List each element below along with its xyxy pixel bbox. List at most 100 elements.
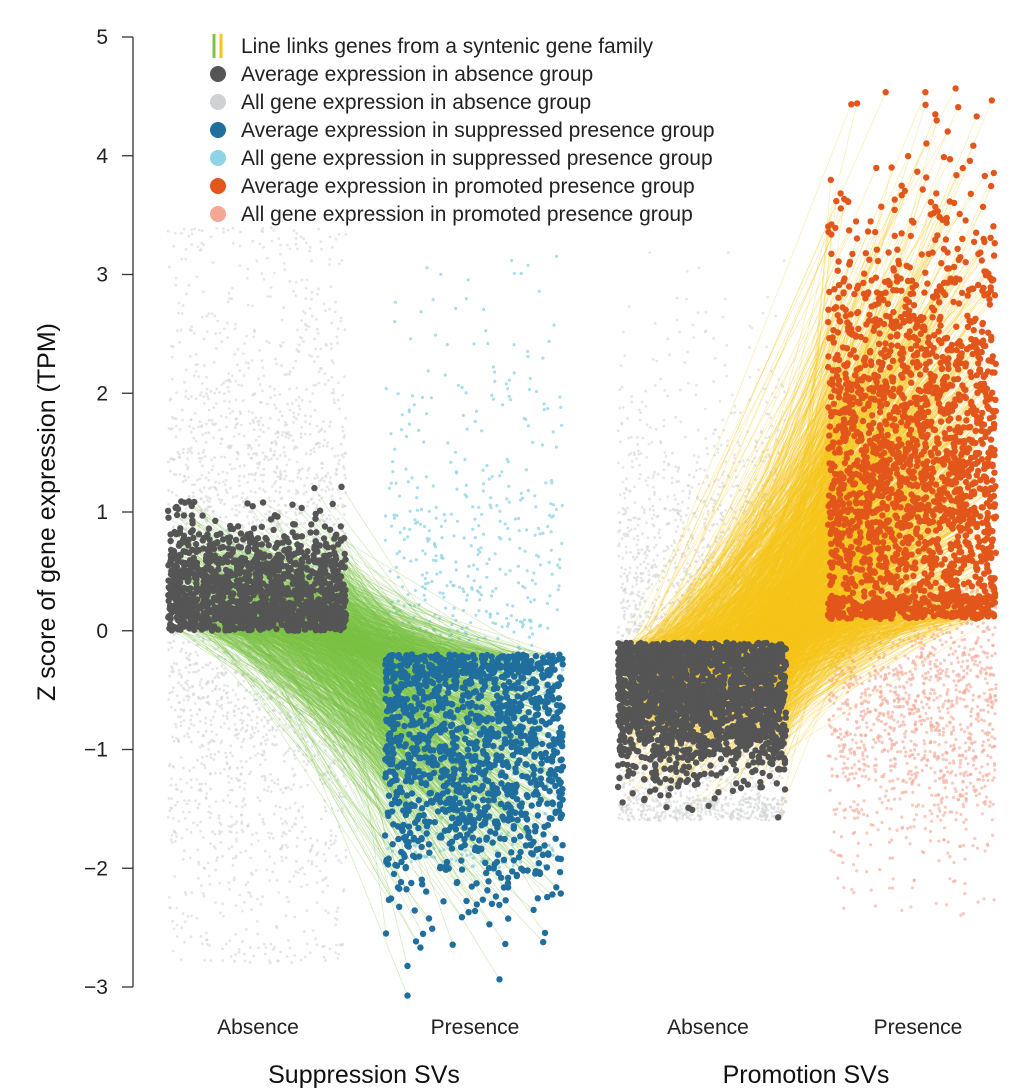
all-expression-point	[697, 555, 701, 558]
all-expression-point	[744, 797, 748, 801]
all-expression-point	[766, 295, 770, 299]
all-expression-point	[187, 727, 191, 730]
all-expression-point	[617, 511, 621, 514]
all-expression-point	[272, 229, 276, 232]
all-expression-point	[337, 232, 341, 236]
all-expression-point	[264, 758, 267, 761]
all-expression-point	[750, 326, 754, 330]
all-expression-point	[234, 693, 238, 697]
all-expression-point	[413, 588, 418, 593]
all-expression-point	[313, 450, 316, 454]
all-expression-point	[234, 504, 238, 507]
all-expression-point	[235, 513, 239, 517]
all-expression-point	[222, 230, 226, 234]
all-expression-point	[310, 497, 314, 501]
all-expression-point	[219, 771, 222, 775]
all-expression-point	[322, 420, 325, 423]
all-expression-point	[472, 579, 476, 583]
all-expression-point	[195, 713, 199, 716]
all-expression-point	[216, 319, 220, 323]
all-expression-point	[556, 588, 560, 592]
all-expression-point	[171, 667, 175, 670]
all-expression-point	[644, 566, 648, 570]
all-expression-point	[185, 292, 189, 296]
all-expression-point	[521, 496, 525, 500]
all-expression-point	[678, 816, 681, 820]
all-expression-point	[402, 556, 406, 560]
all-expression-point	[190, 914, 194, 918]
all-expression-point	[226, 717, 229, 721]
all-expression-point	[218, 331, 222, 335]
all-expression-point	[218, 687, 221, 691]
all-expression-point	[640, 786, 644, 789]
all-expression-point	[252, 954, 256, 958]
all-expression-point	[560, 423, 564, 427]
all-expression-point	[337, 398, 340, 402]
all-expression-point	[300, 425, 304, 429]
all-expression-point	[241, 740, 245, 743]
all-expression-point	[295, 860, 298, 863]
all-expression-point	[215, 702, 219, 706]
all-expression-point	[765, 345, 768, 349]
all-expression-point	[197, 452, 201, 455]
all-expression-point	[309, 452, 312, 456]
all-expression-point	[241, 631, 245, 635]
all-expression-point	[171, 764, 175, 768]
all-expression-point	[183, 475, 187, 479]
all-expression-point	[488, 503, 492, 507]
all-expression-point	[203, 455, 207, 458]
all-expression-point	[431, 297, 435, 302]
all-expression-point	[201, 892, 205, 895]
all-expression-point	[439, 524, 443, 529]
all-expression-point	[679, 793, 683, 796]
all-expression-point	[648, 251, 651, 255]
all-expression-point	[242, 464, 246, 468]
all-expression-point	[193, 227, 197, 231]
all-expression-point	[268, 416, 272, 420]
all-expression-point	[247, 472, 251, 476]
all-expression-point	[314, 383, 318, 387]
all-expression-point	[237, 383, 241, 387]
all-expression-point	[266, 295, 269, 298]
all-expression-point	[214, 868, 218, 872]
all-expression-point	[297, 350, 301, 354]
all-expression-point	[738, 444, 741, 447]
all-expression-point	[218, 821, 222, 824]
all-expression-point	[186, 689, 190, 692]
all-expression-point	[302, 668, 305, 672]
all-expression-point	[317, 493, 321, 497]
all-expression-point	[192, 662, 196, 666]
all-expression-point	[181, 857, 185, 861]
all-expression-point	[238, 369, 242, 372]
all-expression-point	[224, 515, 228, 519]
all-expression-point	[234, 854, 238, 858]
all-expression-point	[276, 778, 280, 782]
all-expression-point	[247, 361, 251, 365]
all-expression-point	[300, 319, 304, 322]
all-expression-point	[169, 783, 173, 787]
all-expression-point	[225, 761, 229, 765]
all-expression-point	[311, 392, 315, 395]
all-expression-point	[637, 449, 640, 453]
all-expression-point	[261, 389, 264, 393]
all-expression-point	[699, 806, 703, 809]
all-expression-point	[620, 385, 624, 389]
all-expression-point	[282, 261, 286, 265]
all-expression-point	[308, 249, 312, 253]
all-expression-point	[426, 581, 430, 585]
all-expression-point	[336, 381, 340, 385]
all-expression-point	[652, 546, 656, 549]
all-expression-point	[286, 243, 289, 247]
all-expression-point	[691, 795, 695, 799]
all-expression-point	[284, 856, 288, 860]
all-expression-point	[235, 728, 239, 732]
all-expression-point	[288, 719, 292, 723]
all-expression-point	[316, 476, 319, 480]
all-expression-point	[293, 749, 296, 753]
all-expression-point	[425, 571, 429, 575]
all-expression-point	[211, 261, 215, 264]
all-expression-point	[261, 895, 264, 898]
all-expression-point	[315, 853, 319, 857]
all-expression-point	[332, 529, 336, 532]
all-expression-point	[172, 633, 176, 637]
